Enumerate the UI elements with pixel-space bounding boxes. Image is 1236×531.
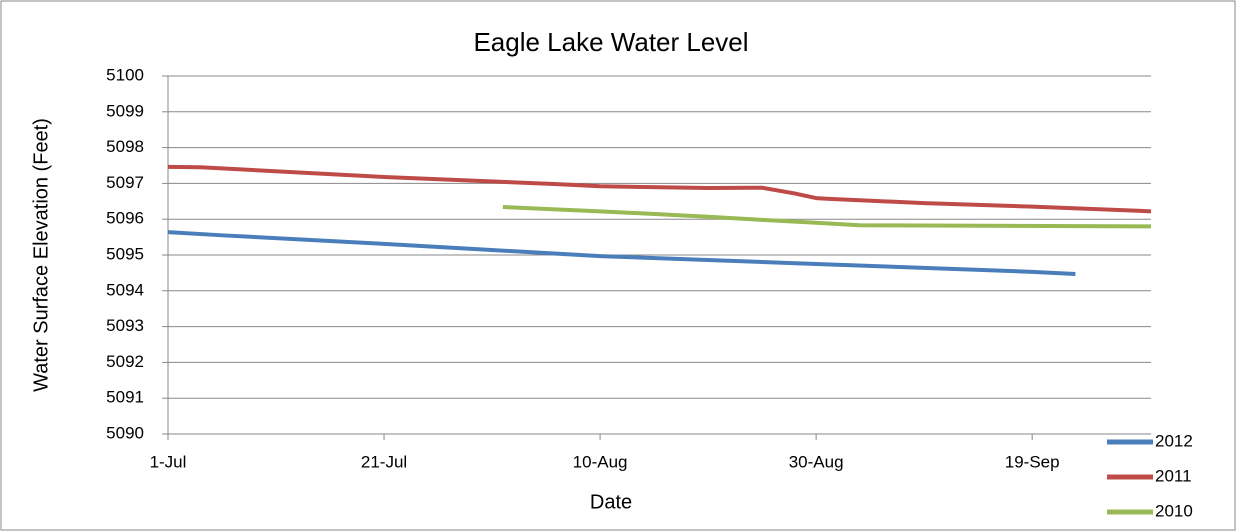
legend-label: 2011 xyxy=(1155,466,1192,485)
y-tick-label: 5093 xyxy=(106,316,144,335)
x-tick-label: 21-Jul xyxy=(361,452,407,471)
y-tick-label: 5094 xyxy=(106,280,144,299)
y-tick-label: 5091 xyxy=(106,388,144,407)
x-tick-label: 30-Aug xyxy=(789,452,844,471)
y-tick-label: 5099 xyxy=(106,101,144,120)
y-tick-label: 5100 xyxy=(106,65,144,84)
series-line xyxy=(167,230,1076,276)
y-tick-label: 5092 xyxy=(106,352,144,371)
chart-title: Eagle Lake Water Level xyxy=(473,27,748,57)
y-tick-label: 5098 xyxy=(106,137,144,156)
y-tick-label: 5095 xyxy=(106,244,144,263)
series-line xyxy=(502,205,1152,229)
x-tick-label: 1-Jul xyxy=(150,452,187,471)
series-line xyxy=(167,164,1152,214)
y-tick-label: 5097 xyxy=(106,173,144,192)
y-tick-label: 5090 xyxy=(106,423,144,442)
x-axis-title: Date xyxy=(590,491,632,513)
y-tick-label: 5096 xyxy=(106,209,144,228)
x-tick-label: 10-Aug xyxy=(573,452,628,471)
y-axis-title: Water Surface Elevation (Feet) xyxy=(30,118,52,392)
legend-label: 2012 xyxy=(1155,431,1193,450)
x-tick-label: 19-Sep xyxy=(1005,452,1060,471)
legend-label: 2010 xyxy=(1155,501,1193,520)
